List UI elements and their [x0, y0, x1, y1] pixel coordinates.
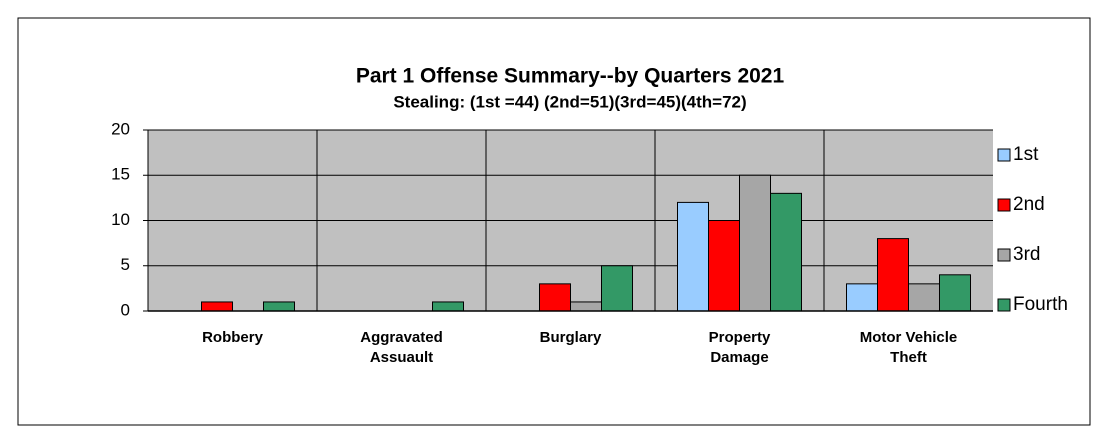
legend-label: 2nd	[1013, 194, 1045, 215]
bar	[432, 301, 464, 312]
x-tick-label: Robbery	[202, 329, 263, 346]
x-tick-label: Aggravated Assuault	[360, 329, 443, 366]
y-tick-label: 10	[111, 210, 130, 229]
y-tick-label: 20	[111, 119, 130, 138]
bar	[908, 283, 940, 312]
bar	[708, 220, 740, 312]
bar	[539, 283, 571, 312]
bar	[770, 192, 802, 312]
bar	[877, 238, 909, 312]
legend-label: Fourth	[1013, 294, 1068, 315]
x-tick-label: Motor Vehicle Theft	[859, 329, 958, 366]
bar	[263, 301, 295, 312]
bar	[601, 265, 633, 312]
y-tick-label: 0	[121, 300, 130, 319]
bar	[846, 283, 878, 312]
chart-subtitle: Stealing: (1st =44) (2nd=51)(3rd=45)(4th…	[393, 92, 746, 111]
bar	[570, 301, 602, 312]
bar	[739, 174, 771, 312]
x-tick-label: Property Damage	[708, 329, 771, 366]
legend-swatch	[997, 248, 1011, 262]
bar	[939, 274, 971, 312]
x-tick-label: Burglary	[539, 329, 602, 346]
bar	[201, 301, 233, 312]
legend-label: 3rd	[1013, 244, 1040, 265]
y-tick-label: 5	[121, 255, 130, 274]
legend-swatch	[997, 148, 1011, 162]
legend-swatch	[997, 298, 1011, 312]
y-tick-label: 15	[111, 165, 130, 184]
chart-title: Part 1 Offense Summary--by Quarters 2021	[356, 65, 785, 88]
bar	[677, 201, 709, 312]
legend-swatch	[997, 198, 1011, 212]
legend-label: 1st	[1013, 144, 1039, 165]
